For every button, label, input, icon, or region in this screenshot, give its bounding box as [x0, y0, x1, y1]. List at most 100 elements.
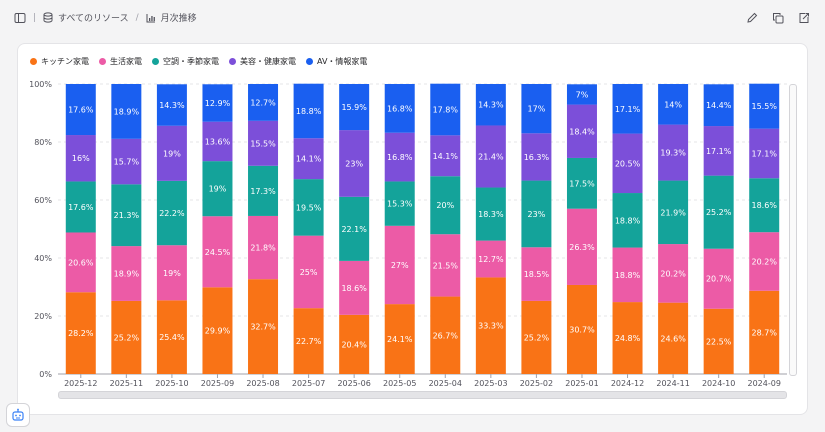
bar-segment[interactable] [384, 304, 415, 374]
bar-segment[interactable] [749, 290, 780, 374]
bar-segment[interactable] [293, 83, 324, 139]
bar-segment[interactable] [156, 84, 187, 126]
bar-segment[interactable] [384, 84, 415, 133]
bar-segment[interactable] [749, 83, 780, 129]
bar-segment[interactable] [111, 300, 142, 374]
horizontal-scrollbar[interactable] [58, 391, 787, 399]
bar-segment[interactable] [749, 232, 780, 291]
bar-segment[interactable] [566, 208, 597, 285]
bar-segment[interactable] [384, 181, 415, 226]
bar-segment[interactable] [65, 292, 96, 374]
data-label: 22.2% [159, 209, 185, 218]
bar-segment[interactable] [658, 302, 689, 374]
assistant-button[interactable] [6, 403, 30, 427]
bar-segment[interactable] [475, 125, 506, 188]
bar-segment[interactable] [521, 247, 552, 301]
bar-segment[interactable] [703, 248, 734, 309]
data-label: 24.8% [615, 334, 641, 343]
bar-segment[interactable] [566, 157, 597, 209]
bar-segment[interactable] [248, 84, 279, 121]
bar-segment[interactable] [430, 83, 461, 136]
legend-item-kitchen[interactable]: キッチン家電 [30, 56, 89, 67]
bar-segment[interactable] [339, 314, 370, 374]
bar-segment[interactable] [202, 121, 233, 162]
bar-segment[interactable] [703, 308, 734, 374]
bar-segment[interactable] [156, 245, 187, 301]
bar-segment[interactable] [293, 308, 324, 374]
bar-segment[interactable] [65, 232, 96, 293]
bar-segment[interactable] [339, 130, 370, 197]
data-label: 17.6% [68, 106, 94, 115]
bar-segment[interactable] [521, 84, 552, 134]
export-icon[interactable] [797, 11, 811, 25]
bar-segment[interactable] [248, 165, 279, 216]
vertical-scrollbar[interactable] [789, 84, 797, 376]
bar-segment[interactable] [111, 246, 142, 301]
edit-icon[interactable] [745, 11, 759, 25]
legend-item-av[interactable]: AV・情報家電 [306, 56, 367, 67]
bar-segment[interactable] [65, 84, 96, 136]
bar-segment[interactable] [475, 277, 506, 374]
breadcrumb-view[interactable]: 月次推移 [146, 11, 197, 24]
bar-segment[interactable] [156, 180, 187, 246]
bar-segment[interactable] [612, 193, 643, 248]
bar-segment[interactable] [339, 260, 370, 315]
bar-segment[interactable] [156, 300, 187, 374]
legend-item-beauty[interactable]: 美容・健康家電 [229, 56, 296, 67]
bar-segment[interactable] [612, 302, 643, 374]
bar-segment[interactable] [430, 234, 461, 297]
bar-segment[interactable] [521, 133, 552, 181]
bar-segment[interactable] [612, 247, 643, 303]
bar-segment[interactable] [111, 138, 142, 185]
legend-item-aircon[interactable]: 空調・季節家電 [152, 56, 219, 67]
copy-icon[interactable] [771, 11, 785, 25]
breadcrumb-resources[interactable]: すべてのリソース [43, 11, 129, 24]
bar-segment[interactable] [339, 196, 370, 261]
bar-segment[interactable] [658, 124, 689, 181]
bar-segment[interactable] [293, 235, 324, 309]
bar-segment[interactable] [65, 135, 96, 182]
bar-segment[interactable] [202, 161, 233, 217]
bar-segment[interactable] [430, 135, 461, 177]
bar-segment[interactable] [248, 215, 279, 280]
bar-segment[interactable] [111, 84, 142, 139]
bar-segment[interactable] [384, 225, 415, 305]
bar-segment[interactable] [566, 104, 597, 158]
bar-segment[interactable] [339, 84, 370, 131]
bar-segment[interactable] [248, 279, 279, 374]
bar-segment[interactable] [475, 187, 506, 241]
bar-segment[interactable] [612, 84, 643, 134]
bar-segment[interactable] [384, 132, 415, 182]
bar-segment[interactable] [202, 84, 233, 122]
data-label: 16.8% [387, 104, 413, 113]
bar-segment[interactable] [749, 178, 780, 233]
bar-segment[interactable] [430, 176, 461, 235]
bar-segment[interactable] [65, 181, 96, 233]
bar-segment[interactable] [703, 84, 734, 127]
bar-segment[interactable] [430, 296, 461, 374]
bar-segment[interactable] [293, 179, 324, 236]
bar-segment[interactable] [475, 240, 506, 278]
bar-segment[interactable] [658, 84, 689, 125]
bar-segment[interactable] [658, 180, 689, 245]
bar-segment[interactable] [566, 284, 597, 374]
legend-item-living[interactable]: 生活家電 [99, 56, 142, 67]
bar-segment[interactable] [475, 84, 506, 126]
legend-label: 生活家電 [110, 57, 142, 66]
x-tick-label: 2024-09 [748, 379, 781, 388]
sidebar-toggle-icon[interactable] [14, 12, 26, 24]
bar-segment[interactable] [703, 175, 734, 249]
bar-segment[interactable] [658, 244, 689, 303]
bar-segment[interactable] [521, 300, 552, 374]
bar-segment[interactable] [202, 216, 233, 288]
bar-segment[interactable] [202, 287, 233, 374]
bar-segment[interactable] [749, 128, 780, 179]
bar-segment[interactable] [293, 138, 324, 180]
bar-segment[interactable] [111, 184, 142, 247]
bar-segment[interactable] [566, 84, 597, 105]
bar-segment[interactable] [156, 125, 187, 181]
bar-segment[interactable] [521, 180, 552, 248]
bar-segment[interactable] [612, 133, 643, 194]
bar-segment[interactable] [703, 126, 734, 176]
bar-segment[interactable] [248, 120, 279, 166]
